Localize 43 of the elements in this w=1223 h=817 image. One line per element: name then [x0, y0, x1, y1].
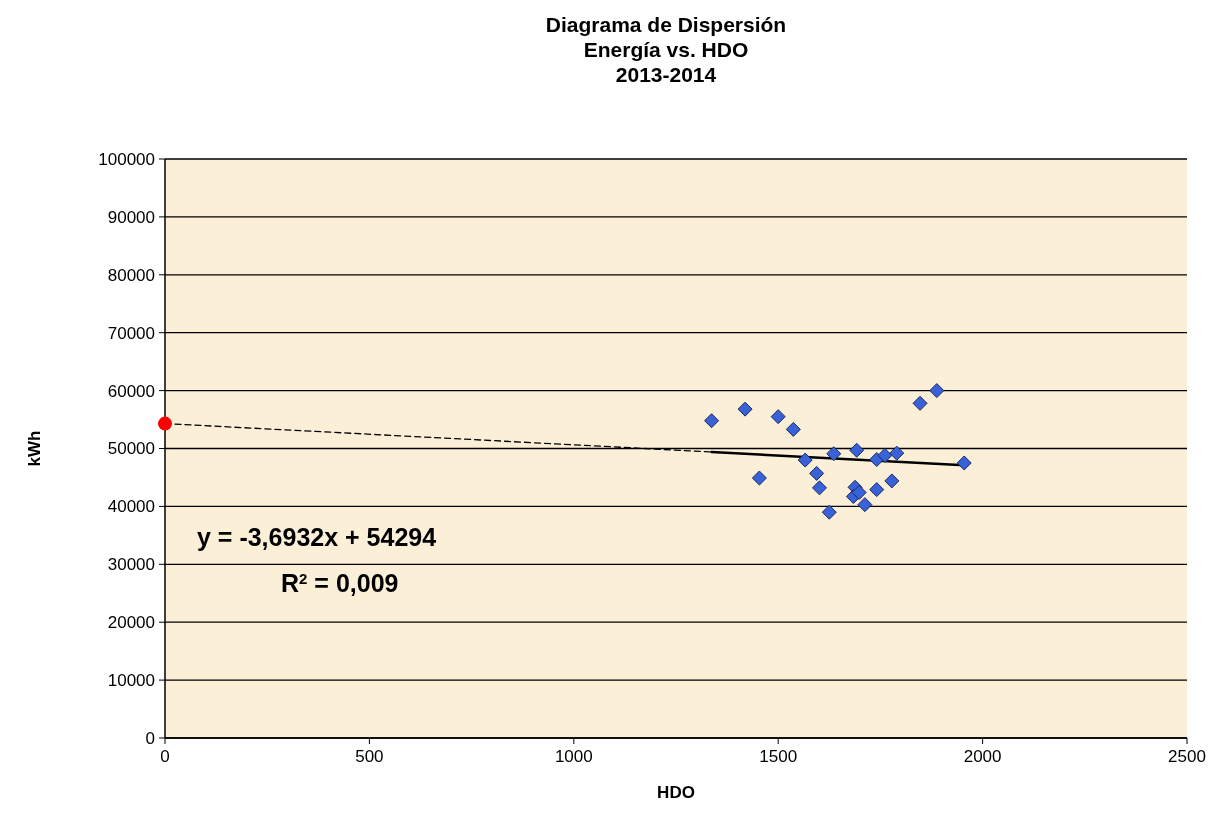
- point: [877, 447, 893, 463]
- point: [826, 446, 842, 462]
- y-tick-label: 70000: [107, 323, 155, 343]
- x-axis-title: HDO: [657, 783, 695, 802]
- x-tick-label: 2000: [963, 747, 1002, 766]
- point: [851, 485, 867, 500]
- x-tick-label: 1500: [759, 747, 798, 766]
- point: [158, 416, 172, 431]
- annotation: y = -3,6932x + 54294: [197, 523, 437, 551]
- point: [797, 452, 813, 468]
- point: [809, 465, 825, 481]
- y-tick-label: 40000: [107, 497, 155, 517]
- x-tick-label: 0: [160, 747, 170, 766]
- y-tick-label: 30000: [107, 555, 155, 575]
- point: [956, 455, 972, 471]
- point: [912, 395, 928, 411]
- point: [785, 421, 801, 437]
- point: [751, 470, 767, 486]
- chart-title: Diagrama de Dispersión Energía vs. HDO 2013-2014: [545, 13, 787, 86]
- annotation: R$^{2}$ = 0,009: [281, 569, 399, 597]
- y-axis-title: kWh: [25, 430, 44, 467]
- y-tick-label: 20000: [107, 613, 155, 633]
- y-tick-label: 90000: [107, 207, 155, 227]
- point: [869, 482, 885, 498]
- x-tick-label: 2500: [1168, 747, 1206, 766]
- point: [737, 401, 753, 417]
- x-tick-label: 500: [355, 747, 384, 766]
- y-tick-label: 60000: [107, 381, 155, 401]
- point: [929, 383, 945, 399]
- x-tick-label: 1000: [554, 747, 593, 766]
- y-tick-label: 100000: [98, 149, 155, 169]
- y-tick-label: 50000: [107, 439, 155, 459]
- y-tick-label: 80000: [107, 265, 155, 285]
- point: [857, 497, 873, 513]
- point: [770, 409, 786, 425]
- point: [811, 480, 827, 496]
- point: [849, 442, 865, 458]
- point: [889, 445, 905, 461]
- point: [704, 413, 720, 429]
- y-tick-label: 0: [145, 728, 155, 748]
- y-tick-label: 10000: [107, 671, 155, 691]
- point: [884, 473, 900, 489]
- point: [821, 504, 837, 520]
